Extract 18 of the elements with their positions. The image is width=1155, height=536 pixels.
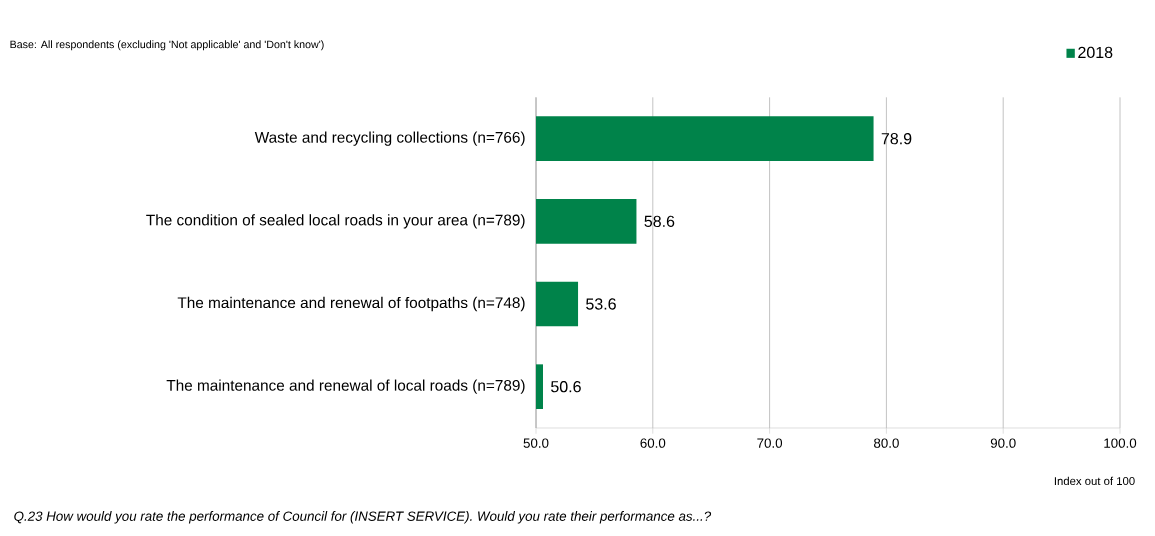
data-label: 53.6 — [586, 298, 616, 310]
y-tick-label: Waste and recycling collections (n=766) — [254, 131, 525, 146]
data-label: 78.9 — [881, 133, 912, 145]
x-tick-label: 90.0 — [990, 438, 1016, 448]
x-tick-label: 70.0 — [757, 438, 783, 448]
text: Q.23 How would you rate the performance of Council for (INSERT SERVICE). Would you rate their performance as...? — [14, 511, 712, 524]
data-label: 58.6 — [644, 215, 675, 227]
legend-label: 2018 — [1078, 46, 1113, 59]
text: Base: All respondents (excluding 'Not applicable' and 'Don't know') — [10, 40, 324, 51]
data-label: 50.6 — [551, 381, 581, 393]
x-tick-label: 100.0 — [1104, 438, 1137, 448]
y-tick-label: The maintenance and renewal of local roads (n=789) — [166, 379, 525, 394]
x-axis-title: Index out of 100 — [1054, 476, 1135, 486]
y-tick-label: The maintenance and renewal of footpaths (n=748) — [177, 296, 525, 312]
x-tick-label: 80.0 — [874, 438, 899, 448]
y-tick-label: The condition of sealed local roads in your area (n=789) — [146, 214, 525, 229]
x-tick-label: 60.0 — [640, 438, 666, 448]
x-tick-label: 50.0 — [523, 438, 549, 448]
